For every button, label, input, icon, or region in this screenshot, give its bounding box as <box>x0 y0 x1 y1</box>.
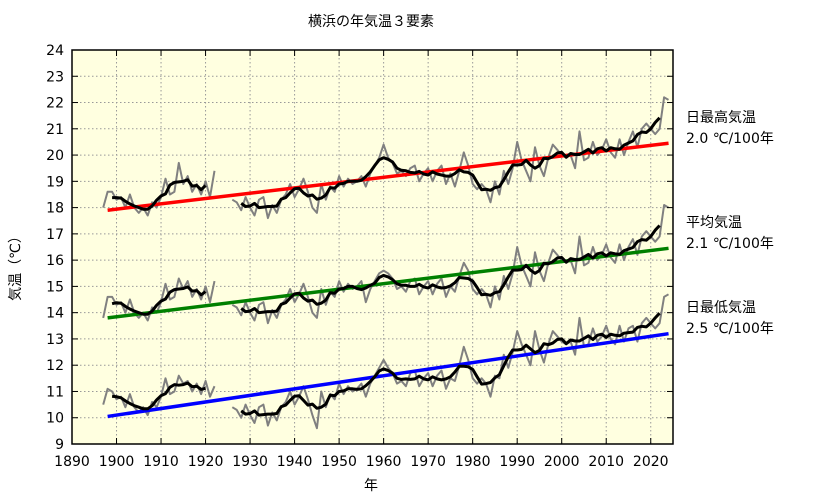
y-tick-label: 23 <box>46 69 64 85</box>
x-tick-label: 1930 <box>232 454 268 470</box>
y-tick-label: 9 <box>55 437 64 453</box>
series-name: 日最低気温 <box>686 300 756 316</box>
moving-average-line <box>111 285 207 316</box>
y-tick-label: 14 <box>46 306 64 322</box>
series-name: 平均気温 <box>686 215 742 231</box>
y-tick-label: 16 <box>46 253 64 269</box>
y-tick-label: 15 <box>46 279 64 295</box>
y-tick-label: 10 <box>46 411 64 427</box>
trend-rate: 2.0 ℃/100年 <box>686 131 774 147</box>
trend-rate: 2.5 ℃/100年 <box>686 321 774 337</box>
y-tick-label: 21 <box>46 122 64 138</box>
x-tick-label: 1990 <box>499 454 535 470</box>
x-tick-label: 1900 <box>99 454 135 470</box>
x-tick-label: 1970 <box>410 454 446 470</box>
moving-average-line <box>240 224 661 315</box>
y-tick-label: 19 <box>46 174 64 190</box>
y-tick-label: 18 <box>46 201 64 217</box>
x-tick-label: 1920 <box>188 454 224 470</box>
x-tick-label: 2010 <box>588 454 624 470</box>
trend-line <box>107 331 669 419</box>
y-tick-label: 12 <box>46 358 64 374</box>
x-tick-label: 1960 <box>366 454 402 470</box>
x-tick-label: 1890 <box>54 454 90 470</box>
plot-area <box>72 50 673 444</box>
y-tick-label: 20 <box>46 148 64 164</box>
x-tick-label: 1910 <box>143 454 179 470</box>
y-tick-label: 24 <box>46 43 64 59</box>
series-name: 日最高気温 <box>686 109 756 126</box>
x-tick-label: 1950 <box>321 454 357 470</box>
moving-average-line <box>240 312 661 417</box>
plot-marks <box>102 96 670 430</box>
y-tick-label: 11 <box>46 384 64 400</box>
moving-average-line <box>111 381 206 411</box>
trend-rate: 2.1 ℃/100年 <box>686 236 774 252</box>
ticks: 1890 1900 1910 1920 1930 1940 1950 1960 1970 1980… <box>46 43 673 470</box>
y-axis-label: 気温（℃） <box>8 229 24 301</box>
y-tick-label: 13 <box>46 332 64 348</box>
moving-average-line <box>240 116 661 210</box>
chart-title: 横浜の年気温３要素 <box>308 14 434 30</box>
y-tick-label: 22 <box>46 96 64 112</box>
x-tick-label: 1980 <box>455 454 491 470</box>
y-tick-label: 17 <box>46 227 64 243</box>
x-axis-label: 年 <box>364 478 378 494</box>
x-tick-label: 1940 <box>277 454 313 470</box>
plot-frame <box>71 49 674 445</box>
moving-average-line <box>112 178 207 211</box>
x-tick-label: 2020 <box>633 454 669 470</box>
x-tick-label: 2000 <box>544 454 580 470</box>
